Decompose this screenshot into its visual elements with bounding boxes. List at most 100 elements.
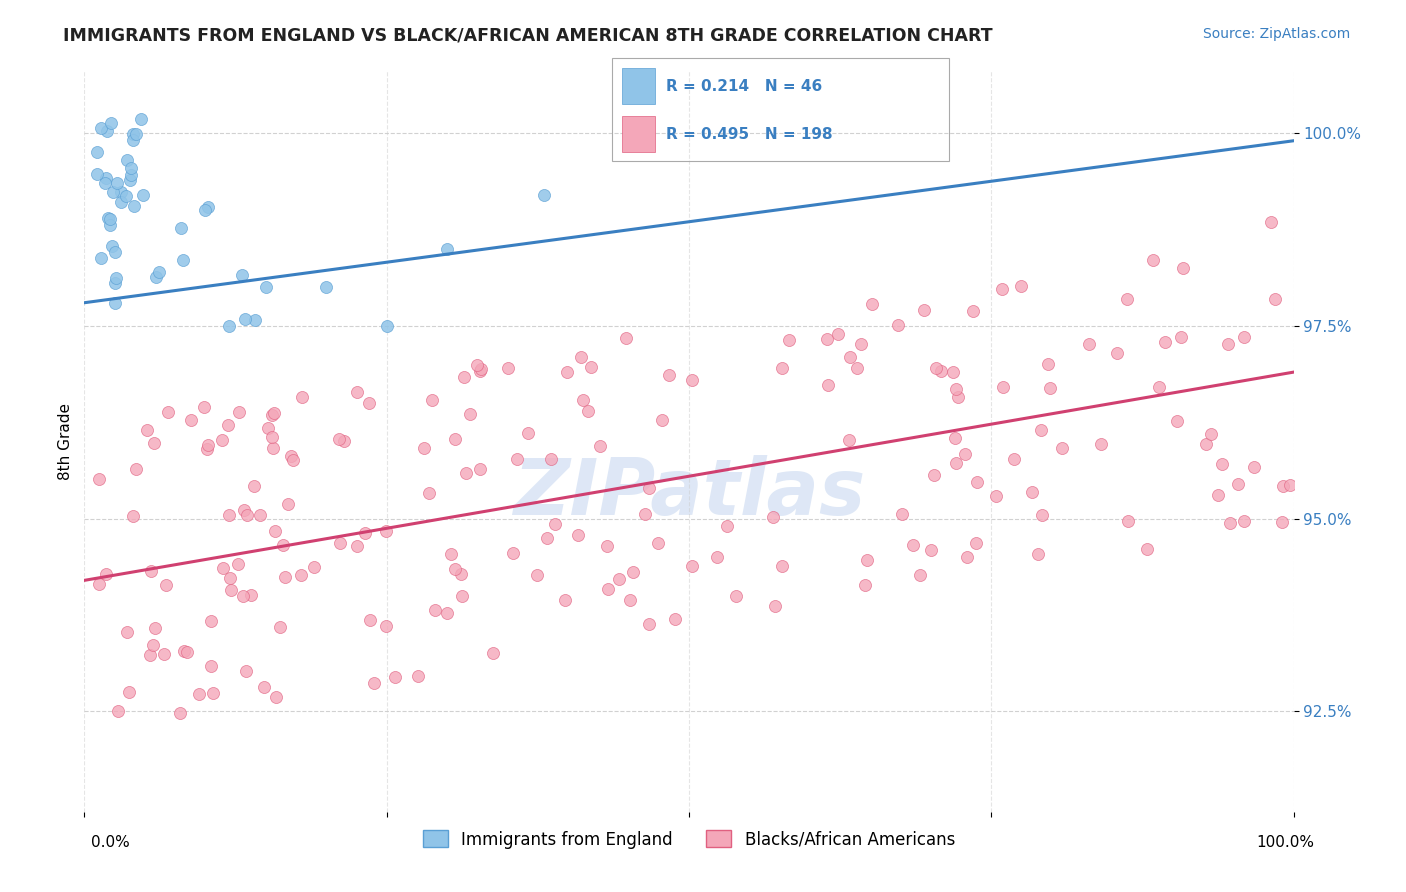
Point <box>226 557 249 571</box>
Point <box>465 358 488 372</box>
Point <box>581 359 603 374</box>
Point <box>94 170 117 185</box>
Point <box>104 276 127 290</box>
Point <box>436 242 458 256</box>
Point <box>845 361 868 376</box>
Point <box>98 219 121 233</box>
Point <box>142 638 165 652</box>
Point <box>155 578 177 592</box>
Point <box>145 270 167 285</box>
Point <box>922 467 945 482</box>
Point <box>1264 292 1286 306</box>
Point <box>93 176 115 190</box>
Point <box>1116 293 1139 307</box>
Point <box>291 390 314 404</box>
Point <box>143 621 166 635</box>
Point <box>418 485 440 500</box>
Point <box>638 481 661 495</box>
Point <box>778 334 800 348</box>
Point <box>945 382 967 396</box>
Point <box>90 121 112 136</box>
Point <box>218 508 240 523</box>
Point <box>96 567 118 582</box>
Point <box>681 558 703 573</box>
Point <box>658 368 681 382</box>
Point <box>148 265 170 279</box>
Point <box>332 434 354 448</box>
Point <box>96 124 118 138</box>
Point <box>157 405 180 419</box>
Point <box>1219 516 1241 531</box>
Point <box>100 116 122 130</box>
Point <box>86 167 108 181</box>
Point <box>614 331 637 345</box>
Point <box>1039 381 1062 395</box>
Point <box>544 516 567 531</box>
Point <box>1050 441 1073 455</box>
Point <box>555 365 578 379</box>
Point <box>1010 279 1032 293</box>
Point <box>1195 437 1218 451</box>
Point <box>264 690 287 704</box>
Point <box>134 820 156 834</box>
Point <box>277 497 299 511</box>
Point <box>1031 508 1053 523</box>
Point <box>200 615 222 629</box>
Text: IMMIGRANTS FROM ENGLAND VS BLACK/AFRICAN AMERICAN 8TH GRADE CORRELATION CHART: IMMIGRANTS FROM ENGLAND VS BLACK/AFRICAN… <box>63 27 993 45</box>
Bar <box>621 117 655 153</box>
Point <box>90 251 112 265</box>
Point <box>269 620 291 634</box>
Point <box>1232 330 1254 344</box>
Point <box>120 168 142 182</box>
Point <box>925 361 948 376</box>
Point <box>770 559 793 574</box>
Point <box>264 524 287 538</box>
Point <box>101 185 124 199</box>
Point <box>242 479 264 493</box>
Point <box>536 531 558 545</box>
Point <box>406 669 429 683</box>
Point <box>346 384 368 399</box>
Point <box>1147 379 1170 393</box>
Point <box>239 588 262 602</box>
Point <box>354 526 377 541</box>
Point <box>506 451 529 466</box>
Point <box>941 365 963 379</box>
Point <box>120 161 142 175</box>
Point <box>131 188 153 202</box>
Point <box>955 549 977 564</box>
Point <box>1021 485 1043 500</box>
Point <box>1243 460 1265 475</box>
Point <box>929 364 952 378</box>
Point <box>201 686 224 700</box>
Point <box>517 425 540 440</box>
Point <box>468 364 491 378</box>
Point <box>375 524 398 539</box>
Point <box>470 462 492 476</box>
Point <box>948 390 970 404</box>
Point <box>991 282 1014 296</box>
Point <box>621 566 644 580</box>
Point <box>945 456 967 470</box>
Point <box>105 176 128 190</box>
Point <box>533 187 555 202</box>
Point <box>260 408 283 422</box>
Point <box>851 336 873 351</box>
Text: 0.0%: 0.0% <box>91 836 131 850</box>
Point <box>217 417 239 432</box>
Point <box>1233 514 1256 528</box>
Point <box>263 406 285 420</box>
Point <box>423 603 446 617</box>
Point <box>436 606 458 620</box>
Point <box>235 664 257 678</box>
Point <box>817 377 839 392</box>
Point <box>173 644 195 658</box>
Point <box>117 685 139 699</box>
Point <box>1090 437 1112 451</box>
Point <box>197 200 219 214</box>
Point <box>856 553 879 567</box>
Point <box>375 619 398 633</box>
Point <box>152 647 174 661</box>
Point <box>706 549 728 564</box>
Point <box>945 431 967 445</box>
